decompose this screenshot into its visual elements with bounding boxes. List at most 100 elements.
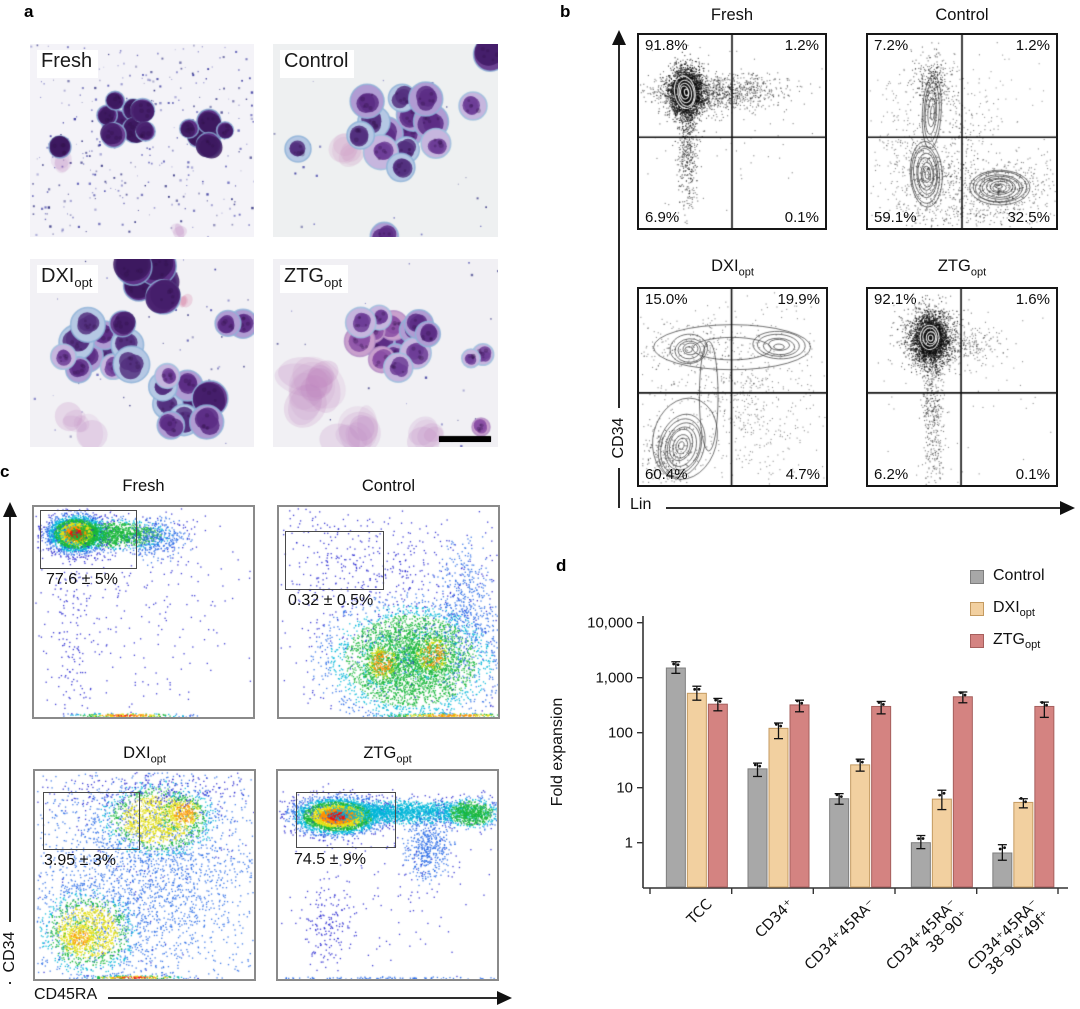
micrograph-ztg-label: ZTGopt: [280, 265, 349, 293]
flow-b-title-control: Control: [866, 6, 1058, 27]
data-point: [938, 793, 942, 797]
legend-sub: opt: [1025, 639, 1041, 652]
y-axis-arrow-c: [3, 502, 17, 984]
legend-item-control: Control: [970, 566, 1045, 588]
x-category-label: CD34⁺: [752, 897, 797, 942]
gate-label-dxi: 3.95 ± 3%: [44, 852, 116, 869]
quadrant-pct-tr: 1.6%: [1015, 291, 1050, 308]
data-point: [693, 687, 697, 691]
x-category-label: CD34⁺45RA⁻38⁻90⁺: [884, 897, 972, 985]
bar-ZTGopt-4: [1034, 705, 1055, 888]
y-axis-label-c: CD34: [1, 922, 19, 982]
title-text: ZTG: [363, 744, 397, 762]
data-point: [718, 700, 722, 703]
gate-label-ztg: 74.5 ± 9%: [294, 851, 366, 868]
micrograph-dxi-label: DXIopt: [37, 265, 99, 293]
title-text: DXI: [123, 744, 151, 762]
title-text: Control: [935, 6, 989, 24]
title-sub: opt: [150, 753, 166, 766]
gate-rect-dxi: [43, 792, 140, 850]
title-text: Control: [361, 477, 416, 495]
quadrant-pct-bl: 6.9%: [645, 209, 680, 226]
y-axis-title: Fold expansion: [549, 698, 566, 807]
legend-item-dxi: DXIopt: [970, 598, 1045, 620]
gate-rect-control: [285, 531, 384, 590]
quadrant-pct-bl: 59.1%: [874, 209, 917, 226]
quadrant-pct-br: 0.1%: [784, 209, 819, 226]
quadrant-pct-tl: 92.1%: [874, 291, 917, 308]
data-point: [839, 795, 843, 799]
legend-text: ZTG: [993, 630, 1025, 648]
data-point: [697, 687, 701, 691]
flow-plot-c-dxi: [33, 769, 256, 981]
flow-plot-c-fresh: [32, 505, 255, 719]
micrograph-fresh-label: Fresh: [37, 50, 99, 78]
flow-plot-c-dxi-canvas: [35, 771, 254, 979]
flow-plot-c-control-canvas: [279, 507, 498, 717]
flow-c-title-dxi: DXIopt: [33, 744, 256, 765]
data-point: [917, 837, 921, 841]
micrograph-label-sub: opt: [324, 275, 343, 290]
flow-c-title-ztg: ZTGopt: [276, 744, 499, 765]
panel-c-letter: c: [0, 462, 10, 481]
data-point: [774, 722, 778, 726]
bar-Control-3: [910, 842, 931, 888]
y-tick-label: 100: [608, 725, 633, 742]
data-point: [1024, 800, 1027, 804]
data-point: [1045, 703, 1048, 707]
panel-a-letter: a: [24, 2, 34, 21]
title-sub: opt: [970, 266, 987, 279]
data-point: [1040, 701, 1044, 704]
title-sub: opt: [738, 266, 754, 279]
micrograph-label-text: DXI: [41, 265, 75, 287]
bar-Control-1: [747, 768, 768, 888]
title-text: Fresh: [710, 6, 754, 24]
legend-text: Control: [993, 566, 1045, 584]
data-point: [921, 837, 925, 840]
legend-label: DXIopt: [993, 599, 1035, 619]
flow-plot-b-fresh: 91.8% 1.2% 6.9% 0.1%: [637, 33, 827, 230]
bar-ZTGopt-3: [952, 696, 973, 888]
data-point: [998, 847, 1002, 851]
title-sub: opt: [396, 753, 412, 766]
data-point: [877, 701, 881, 704]
gate-rect-fresh: [40, 510, 137, 569]
bar-ZTGopt-0: [707, 703, 728, 888]
x-category-label: CD34⁺45RA⁻38⁻90⁺49f⁺: [965, 897, 1053, 985]
micrograph-control-label: Control: [280, 50, 355, 78]
x-axis-arrow-b: [666, 501, 1075, 515]
x-axis-arrow-c: [108, 991, 512, 1005]
legend-swatch-ztg: [970, 634, 984, 648]
data-point: [881, 703, 885, 706]
micrograph-label-sub: opt: [74, 275, 93, 290]
data-point: [779, 724, 783, 728]
legend-swatch-dxi: [970, 602, 984, 616]
bar-ZTGopt-2: [871, 705, 892, 888]
x-axis-label-b: Lin: [630, 496, 652, 513]
quadrant-pct-tl: 91.8%: [645, 37, 688, 54]
data-point: [959, 691, 963, 695]
quadrant-pct-br: 32.5%: [1007, 209, 1050, 226]
data-point: [672, 662, 676, 666]
micrograph-label-text: Control: [284, 50, 349, 72]
quadrant-pct-tr: 1.2%: [1015, 37, 1050, 54]
legend-sub: opt: [1019, 607, 1035, 620]
flow-c-title-fresh: Fresh: [32, 477, 255, 498]
panel-d-letter: d: [556, 556, 567, 575]
flow-plot-b-ztg: 92.1% 1.6% 6.2% 0.1%: [866, 287, 1058, 487]
chart-legend: Control DXIopt ZTGopt: [970, 566, 1045, 662]
data-point: [835, 793, 839, 797]
micrograph-label-text: ZTG: [284, 265, 324, 287]
bar-DXIopt-2: [850, 764, 871, 888]
flow-plot-b-ztg-canvas: [868, 289, 1056, 485]
flow-b-title-fresh: Fresh: [637, 6, 827, 27]
legend-label: Control: [993, 567, 1045, 587]
data-point: [753, 763, 757, 767]
flow-b-title-dxi: DXIopt: [637, 257, 828, 278]
flow-b-title-ztg: ZTGopt: [866, 257, 1058, 278]
y-axis-label-b: CD34: [610, 408, 628, 468]
scale-bar: [439, 437, 491, 442]
flow-plot-b-dxi: 15.0% 19.9% 60.4% 4.7%: [637, 287, 828, 487]
